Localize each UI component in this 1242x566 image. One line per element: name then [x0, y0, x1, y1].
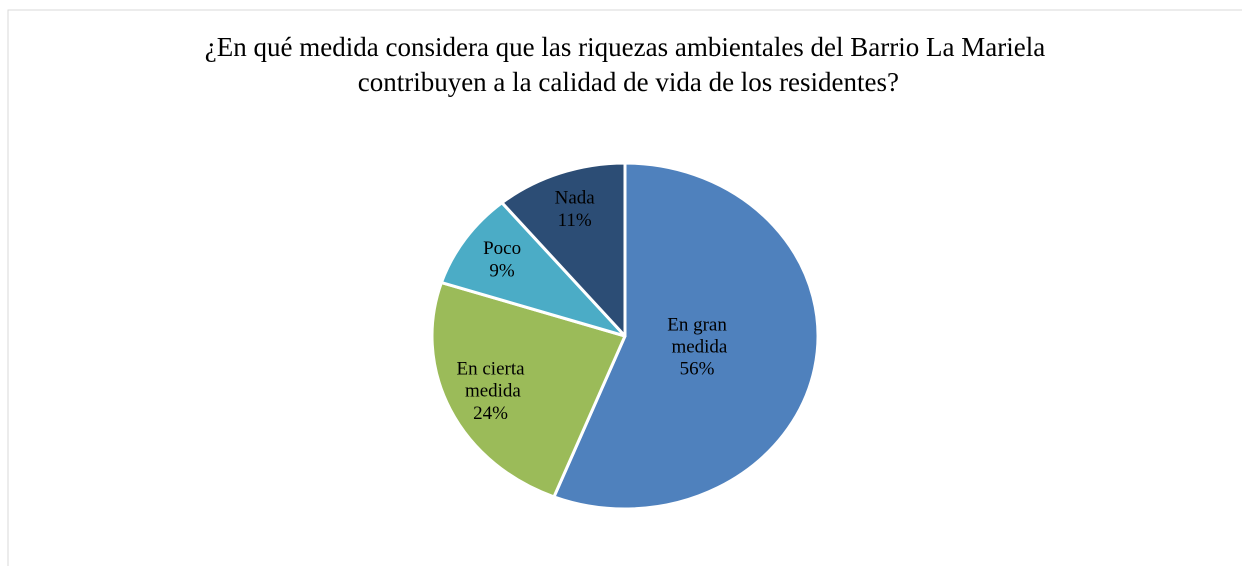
pie-slice [430, 281, 627, 499]
slice-value-label: 24% [473, 403, 508, 424]
pie-slice [552, 161, 820, 511]
slice-label: En gran medida [667, 315, 728, 358]
slice-value-label: 9% [489, 260, 515, 281]
pie-slice [500, 161, 627, 338]
slice-value-label: 56% [680, 359, 715, 380]
pie-slice [439, 201, 627, 338]
slice-label: Poco [483, 238, 521, 259]
slice-label: Nada [555, 188, 596, 209]
chart-border [7, 9, 1242, 566]
chart-title: ¿En qué medida considera que las riqueza… [205, 32, 1045, 97]
slice-label: En cierta medida [457, 359, 526, 402]
slice-value-label: 11% [558, 210, 592, 231]
